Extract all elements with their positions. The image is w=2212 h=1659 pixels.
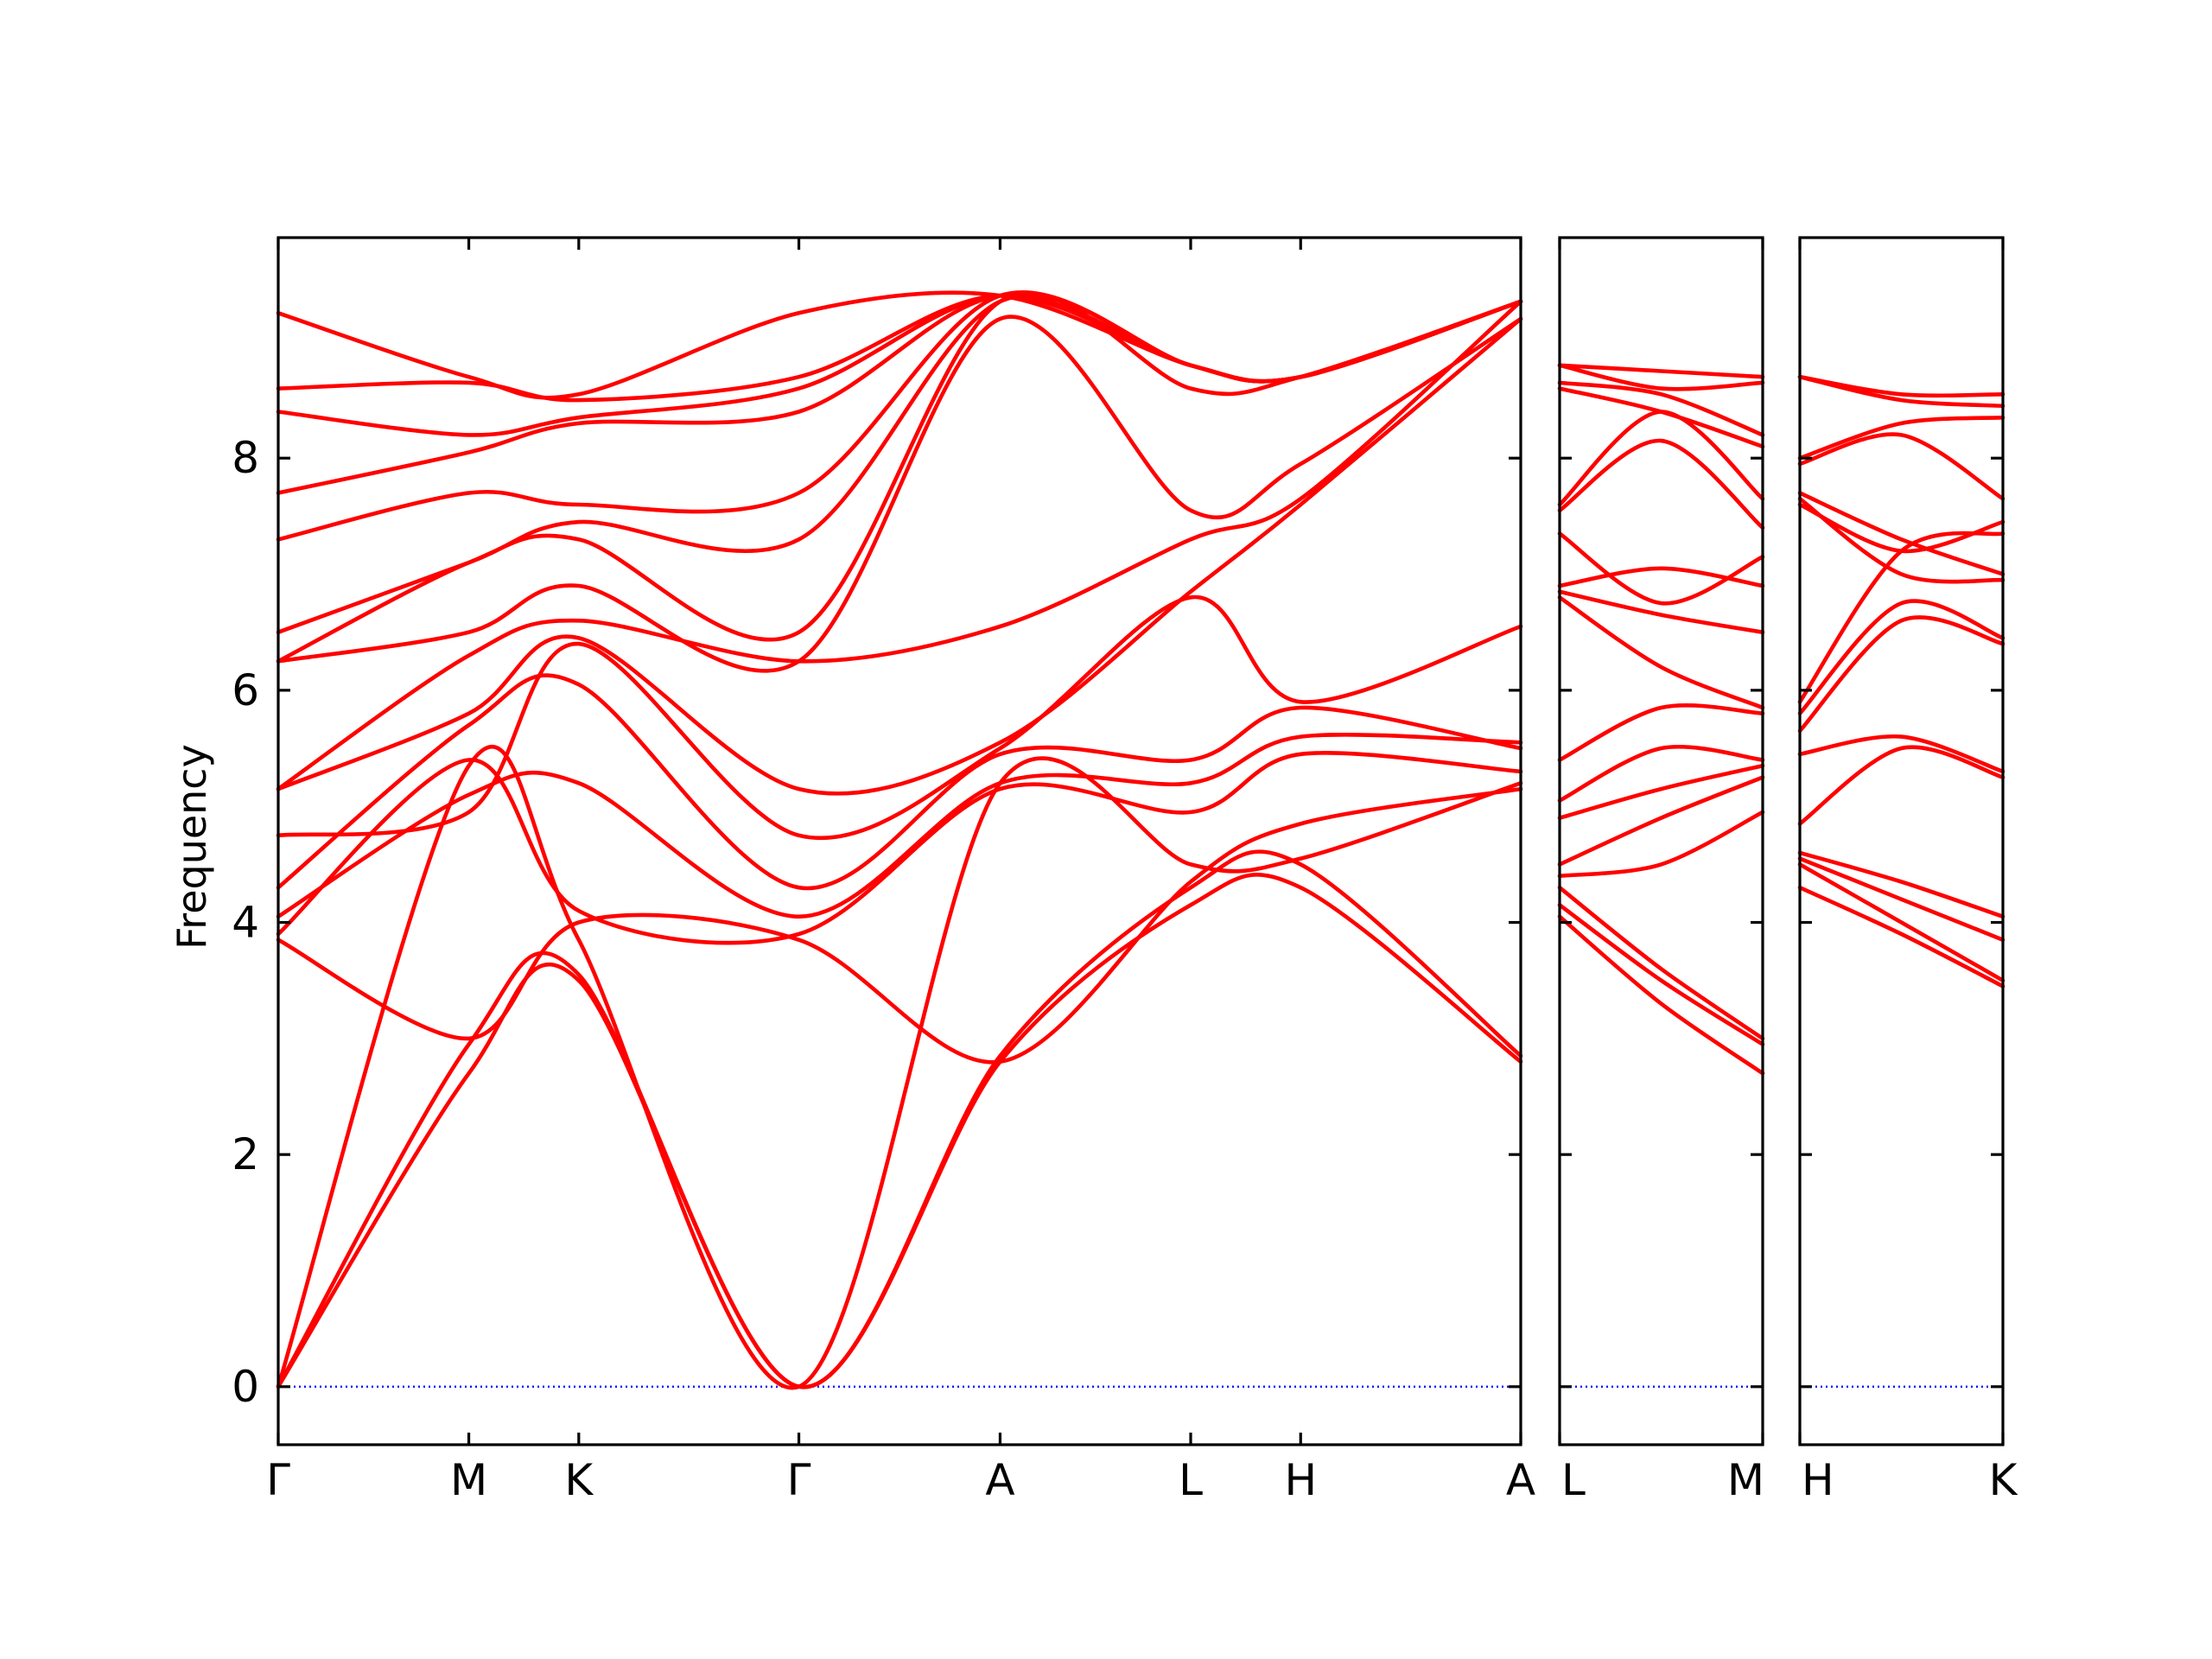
band-line-panel-3-1 bbox=[1797, 885, 2005, 988]
band-line-panel-1-13 bbox=[276, 294, 1523, 634]
band-line-panel-3-2 bbox=[1797, 862, 2005, 982]
axes-frame-panel-2 bbox=[1558, 236, 1764, 1446]
band-line-panel-1-4 bbox=[276, 786, 1523, 1065]
band-line-panel-2-11 bbox=[1557, 566, 1765, 588]
band-line-panel-3-13 bbox=[1797, 432, 2005, 501]
band-line-panel-3-6 bbox=[1797, 734, 2005, 774]
band-line-panel-2-2 bbox=[1557, 903, 1765, 1046]
band-line-panel-3-12 bbox=[1797, 491, 2005, 576]
y-tick-label: 0 bbox=[232, 1362, 259, 1412]
band-line-panel-3-14 bbox=[1797, 415, 2005, 461]
band-line-panel-2-7 bbox=[1557, 744, 1765, 803]
x-tick-label-γ: Γ bbox=[787, 1455, 811, 1505]
band-line-panel-3-10 bbox=[1797, 502, 2005, 554]
band-line-panel-1-6 bbox=[276, 733, 1523, 919]
x-tick-label-l: L bbox=[1561, 1455, 1586, 1505]
band-line-panel-1-11 bbox=[276, 315, 1523, 673]
x-tick-label-a: A bbox=[985, 1455, 1014, 1505]
x-tick-label-k: K bbox=[1989, 1455, 2018, 1505]
band-line-panel-3-4 bbox=[1797, 850, 2005, 919]
band-line-panel-1-5 bbox=[276, 751, 1523, 945]
band-line-panel-2-17 bbox=[1557, 363, 1765, 391]
band-line-panel-2-13 bbox=[1557, 438, 1765, 531]
band-line-panel-2-10 bbox=[1557, 589, 1765, 634]
x-tick-label-h: H bbox=[1284, 1455, 1317, 1505]
band-line-panel-2-15 bbox=[1557, 386, 1765, 449]
band-line-panel-1-18 bbox=[276, 290, 1523, 400]
band-line-panel-3-16 bbox=[1797, 374, 2005, 398]
y-tick-label: 6 bbox=[232, 665, 259, 715]
band-line-panel-2-12 bbox=[1557, 531, 1765, 606]
x-tick-label-l: L bbox=[1179, 1455, 1203, 1505]
y-axis-label: Frequency bbox=[168, 744, 215, 950]
band-line-panel-3-7 bbox=[1797, 615, 2005, 734]
band-line-panel-2-5 bbox=[1557, 775, 1765, 867]
band-line-panel-2-4 bbox=[1557, 810, 1765, 879]
band-line-panel-1-14 bbox=[276, 289, 1523, 542]
band-line-panel-2-14 bbox=[1557, 410, 1765, 507]
band-line-panel-2-9 bbox=[1557, 595, 1765, 710]
band-line-panel-2-6 bbox=[1557, 763, 1765, 820]
band-line-panel-3-8 bbox=[1797, 599, 2005, 715]
band-line-panel-1-7 bbox=[276, 673, 1523, 891]
x-tick-label-k: K bbox=[564, 1455, 594, 1505]
x-tick-label-m: M bbox=[1727, 1455, 1764, 1505]
x-tick-label-h: H bbox=[1802, 1455, 1834, 1505]
band-line-panel-2-18 bbox=[1557, 363, 1765, 379]
x-tick-label-m: M bbox=[450, 1455, 487, 1505]
band-line-panel-2-8 bbox=[1557, 703, 1765, 762]
band-line-panel-1-1 bbox=[276, 873, 1523, 1389]
band-line-panel-1-9 bbox=[276, 316, 1523, 796]
axes-frame-panel-3 bbox=[1798, 236, 2005, 1446]
band-line-panel-1-8 bbox=[276, 594, 1523, 841]
y-tick-label: 4 bbox=[232, 898, 259, 948]
band-line-panel-3-11 bbox=[1797, 496, 2005, 584]
band-line-panel-1-10 bbox=[276, 299, 1523, 791]
x-tick-label-γ: Γ bbox=[266, 1455, 290, 1505]
y-tick-label: 2 bbox=[232, 1129, 259, 1179]
band-line-panel-2-1 bbox=[1557, 914, 1765, 1076]
band-line-panel-2-3 bbox=[1557, 885, 1765, 1041]
band-line-panel-1-2 bbox=[276, 849, 1523, 1389]
band-line-panel-2-16 bbox=[1557, 380, 1765, 437]
y-tick-label: 8 bbox=[232, 433, 259, 483]
axes-frame-panel-1 bbox=[276, 236, 1522, 1446]
band-line-panel-3-3 bbox=[1797, 856, 2005, 942]
band-line-panel-1-3 bbox=[276, 745, 1523, 1390]
x-tick-label-a: A bbox=[1506, 1455, 1535, 1505]
band-line-panel-3-5 bbox=[1797, 745, 2005, 826]
